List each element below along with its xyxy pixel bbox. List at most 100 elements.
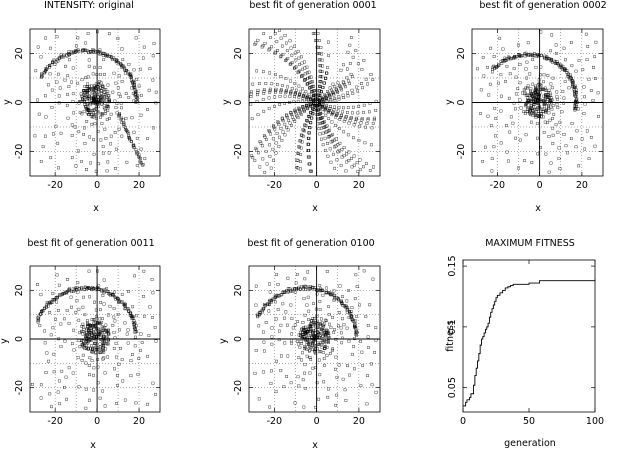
data-point xyxy=(327,334,331,338)
data-point xyxy=(257,151,260,155)
data-point xyxy=(126,72,130,76)
data-point xyxy=(296,116,300,120)
data-point xyxy=(556,106,560,109)
data-point xyxy=(325,130,329,134)
data-point xyxy=(318,80,322,83)
data-point xyxy=(92,366,96,370)
data-point xyxy=(539,83,543,87)
data-point xyxy=(62,292,66,295)
data-point xyxy=(273,95,277,99)
data-point xyxy=(526,107,529,111)
data-point xyxy=(286,286,290,290)
data-point xyxy=(116,37,120,40)
data-point xyxy=(312,89,316,93)
data-point xyxy=(341,295,344,299)
data-point xyxy=(44,36,48,40)
data-point xyxy=(96,111,100,115)
data-point xyxy=(306,270,310,274)
data-point xyxy=(328,135,331,138)
data-point xyxy=(66,93,69,96)
data-point xyxy=(39,312,43,316)
data-point xyxy=(350,88,354,92)
data-point xyxy=(504,80,507,83)
data-point xyxy=(492,64,496,68)
data-point xyxy=(114,81,118,85)
data-point xyxy=(341,377,345,381)
data-point xyxy=(96,345,99,349)
data-point xyxy=(525,60,529,64)
data-point xyxy=(90,98,93,102)
data-point xyxy=(319,324,322,328)
data-point xyxy=(542,80,545,84)
data-point xyxy=(539,87,543,91)
data-point xyxy=(55,295,59,299)
data-point xyxy=(358,124,362,128)
data-point xyxy=(290,123,293,127)
data-point xyxy=(331,347,335,351)
data-point xyxy=(255,314,259,318)
data-point xyxy=(319,116,323,120)
x-tick-label: -20 xyxy=(267,180,283,191)
data-point xyxy=(87,113,91,116)
data-point xyxy=(321,334,325,338)
data-point xyxy=(106,337,110,341)
data-point xyxy=(317,117,321,121)
data-point xyxy=(85,91,89,95)
data-point xyxy=(262,89,266,93)
data-point xyxy=(280,116,284,120)
data-point xyxy=(570,122,574,125)
data-point xyxy=(49,156,53,160)
data-point xyxy=(281,130,285,134)
data-point xyxy=(106,94,110,98)
data-point xyxy=(112,71,116,75)
data-point xyxy=(104,347,107,351)
data-point xyxy=(282,385,286,388)
panel-title: best fit of generation 0011 xyxy=(27,238,154,249)
data-point xyxy=(305,119,309,123)
data-point xyxy=(373,116,376,120)
data-point xyxy=(71,342,74,346)
data-point xyxy=(52,132,55,136)
data-point xyxy=(81,353,85,357)
data-point xyxy=(337,363,341,367)
data-point xyxy=(89,346,92,350)
data-point xyxy=(349,116,353,119)
x-axis-label: generation xyxy=(504,438,556,449)
data-point xyxy=(307,114,310,118)
y-tick-label: 0.15 xyxy=(447,256,458,277)
data-point xyxy=(522,110,526,114)
data-point xyxy=(84,387,88,391)
data-point xyxy=(338,149,342,153)
data-point xyxy=(262,349,266,353)
data-point xyxy=(89,324,92,327)
data-point xyxy=(134,93,138,96)
data-point xyxy=(49,333,53,337)
data-point xyxy=(112,315,116,319)
data-point xyxy=(499,73,503,77)
data-point xyxy=(258,165,262,169)
data-point xyxy=(364,315,368,318)
data-point xyxy=(524,102,528,106)
data-point xyxy=(333,294,337,297)
data-point xyxy=(279,127,283,130)
data-point xyxy=(593,55,596,59)
data-point xyxy=(291,287,294,291)
data-point xyxy=(343,304,346,308)
data-point xyxy=(135,136,139,140)
data-point xyxy=(327,332,331,336)
data-point xyxy=(314,347,317,351)
data-point xyxy=(300,74,304,78)
data-point xyxy=(535,107,539,111)
data-point xyxy=(82,342,85,346)
data-point xyxy=(92,336,95,340)
data-point xyxy=(529,113,532,117)
data-point xyxy=(517,53,521,57)
data-point xyxy=(92,335,96,339)
data-point xyxy=(335,393,339,397)
data-point xyxy=(50,106,54,109)
data-point xyxy=(309,75,313,79)
data-point xyxy=(346,91,349,95)
data-point xyxy=(345,76,349,80)
x-tick-label: 0 xyxy=(314,180,320,191)
data-point xyxy=(305,71,309,75)
